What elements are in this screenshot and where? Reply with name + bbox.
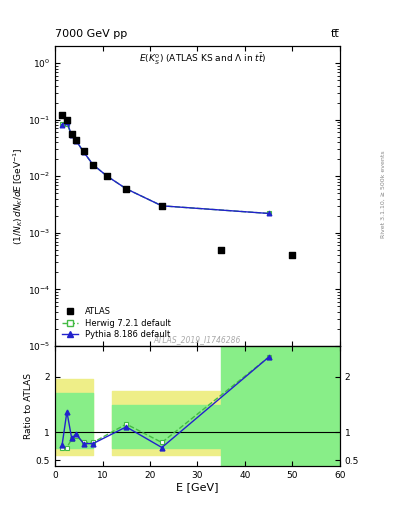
Point	[73, 136, 79, 144]
Point	[159, 202, 165, 210]
Text: ATLAS_2019_I1746286: ATLAS_2019_I1746286	[154, 335, 241, 345]
Point	[59, 111, 65, 119]
Point	[218, 246, 224, 254]
Point	[68, 130, 75, 138]
Point	[90, 161, 96, 169]
Y-axis label: $(1/N_K)\,dN_K/dE\,[\mathrm{GeV}^{-1}]$: $(1/N_K)\,dN_K/dE\,[\mathrm{GeV}^{-1}]$	[11, 147, 25, 245]
X-axis label: E [GeV]: E [GeV]	[176, 482, 219, 493]
Point	[289, 251, 296, 260]
Point	[81, 147, 87, 155]
Legend: ATLAS, Herwig 7.2.1 default, Pythia 8.186 default: ATLAS, Herwig 7.2.1 default, Pythia 8.18…	[59, 305, 173, 342]
Point	[104, 172, 110, 180]
Point	[64, 116, 70, 124]
Y-axis label: Ratio to ATLAS: Ratio to ATLAS	[24, 373, 33, 439]
Text: tt̅: tt̅	[331, 29, 340, 38]
Text: 7000 GeV pp: 7000 GeV pp	[55, 29, 127, 38]
Text: $E(K^0_S)$ (ATLAS KS and $\Lambda$ in $t\bar{t}$): $E(K^0_S)$ (ATLAS KS and $\Lambda$ in $t…	[140, 52, 267, 68]
Point	[123, 185, 129, 193]
Text: Rivet 3.1.10, ≥ 500k events: Rivet 3.1.10, ≥ 500k events	[381, 151, 386, 239]
